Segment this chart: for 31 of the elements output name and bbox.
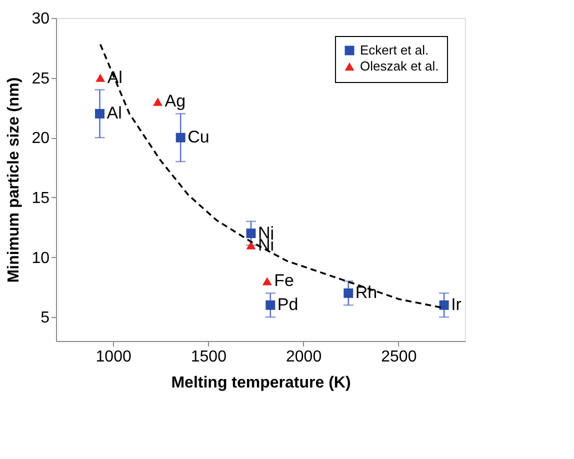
y-tick-label: 25 [32, 70, 50, 88]
x-tick-label: 1500 [190, 348, 227, 366]
legend-label: Oleszak et al. [360, 58, 439, 74]
point [246, 241, 256, 250]
point [344, 288, 354, 298]
y-tick-label: 20 [32, 130, 50, 148]
x-axis-title: Melting temperature (K) [171, 374, 351, 392]
annotation: Fe [274, 271, 294, 290]
annotation: Ir [451, 295, 462, 314]
point [176, 132, 186, 142]
annotation: Ag [164, 92, 186, 111]
point [439, 300, 449, 310]
y-tick-label: 5 [40, 310, 50, 327]
annotation: Al [107, 68, 122, 87]
point [246, 228, 256, 238]
y-tick-label: 15 [32, 190, 50, 207]
point [96, 74, 106, 82]
annotation: Cu [188, 128, 210, 147]
point [95, 108, 104, 118]
x-tick-label: 2000 [286, 348, 322, 366]
y-tick-label: 30 [32, 10, 50, 28]
legend-label: Eckert et al. [360, 42, 429, 58]
x-tick-label: 1000 [96, 348, 132, 366]
annotation: Pd [277, 295, 298, 314]
x-tick-label: 2500 [381, 348, 417, 366]
annotation: Al [106, 104, 122, 123]
y-axis-title: Minimum particle size (nm) [6, 77, 23, 283]
y-tick-label: 10 [32, 250, 50, 267]
point [266, 300, 276, 310]
point [262, 277, 272, 286]
point [153, 98, 163, 106]
